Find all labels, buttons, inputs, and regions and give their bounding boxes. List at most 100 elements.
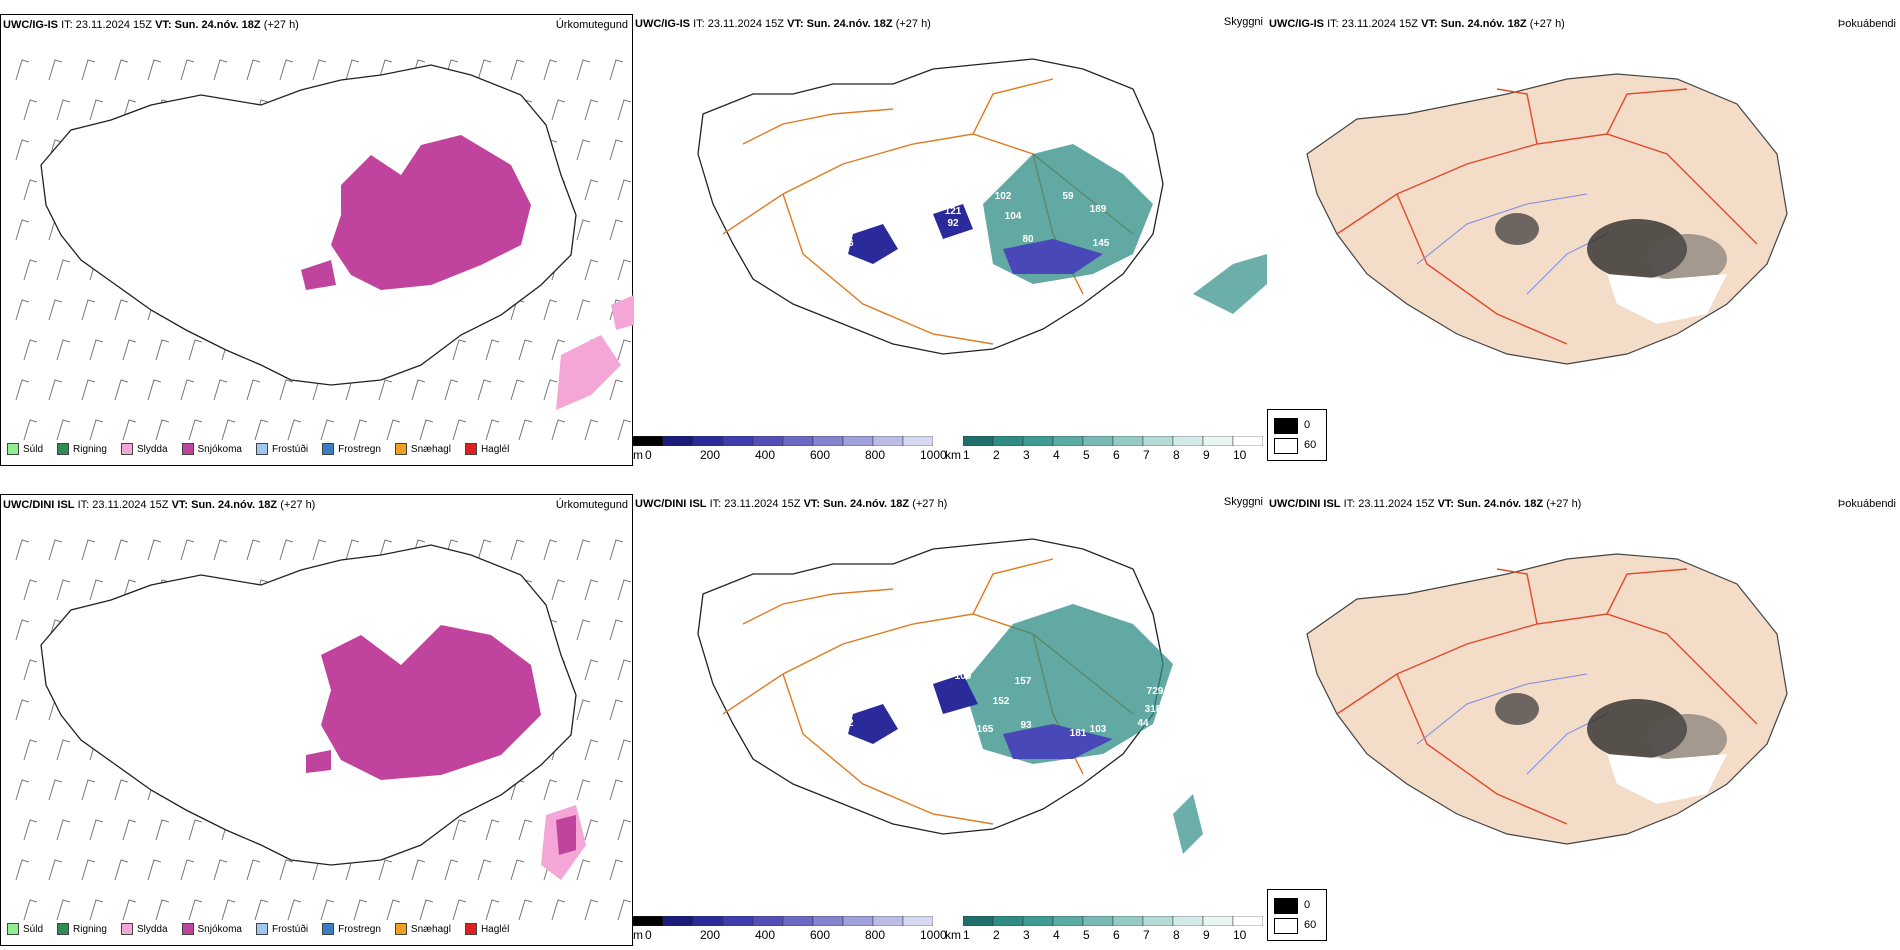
height-bin: [872, 916, 904, 926]
wind-barb: [543, 379, 558, 401]
fog-legend-60: 60: [1304, 919, 1317, 931]
km-bin: [1052, 436, 1084, 446]
legend-item-2: Slydda: [120, 923, 168, 935]
wind-barb: [15, 59, 30, 81]
row2-vis-var: Skyggni: [1223, 496, 1263, 508]
wind-barb: [609, 779, 624, 801]
wind-barb: [23, 819, 38, 841]
km-bin: [963, 916, 994, 926]
iceland-fill: [1306, 73, 1788, 365]
wind-barb: [221, 899, 236, 921]
km-bin: [1112, 436, 1144, 446]
fog-patch-3: [1495, 693, 1539, 725]
legend-item-7: Haglél: [464, 443, 509, 455]
height-tick: 1000: [920, 448, 947, 462]
visibility-label: 729: [1147, 686, 1164, 697]
wind-barb: [452, 419, 467, 441]
visibility-label: 93: [1020, 720, 1032, 731]
legend-item-7: Haglél: [464, 923, 509, 935]
wind-barb: [444, 379, 459, 401]
wind-barb: [254, 899, 269, 921]
fog-roads: [1336, 568, 1758, 825]
wind-barb: [617, 179, 632, 201]
row1-precip-map: [15, 59, 634, 441]
wind-barb: [444, 859, 459, 881]
sleet-area-1: [556, 335, 621, 410]
teal-area: [963, 604, 1173, 764]
km-tick: 8: [1173, 448, 1180, 462]
height-bin: [692, 436, 724, 446]
legend-label: Slydda: [136, 443, 168, 455]
wind-barb: [617, 99, 632, 121]
sleet-area-2: [611, 295, 634, 330]
height-bin: [752, 436, 784, 446]
wind-barb: [576, 219, 591, 241]
km-tick: 4: [1053, 928, 1060, 942]
visibility-label: 161: [970, 236, 987, 247]
height-tick: 800: [865, 928, 886, 942]
km-bin: [1142, 436, 1174, 446]
wind-barb: [122, 99, 137, 121]
visibility-label: 157: [1015, 676, 1032, 687]
legend-label: Snæhagl: [410, 443, 451, 455]
legend-swatch: [464, 923, 477, 935]
wind-barb: [48, 539, 63, 561]
wind-barb: [23, 899, 38, 921]
wind-barb: [287, 419, 302, 441]
wind-barb: [518, 339, 533, 361]
fog-legend-white: [1274, 438, 1298, 454]
km-bin: [963, 436, 994, 446]
legend-item-4: Frostúði: [255, 923, 308, 935]
low-vis-blob-1: [848, 224, 898, 264]
visibility-label: 152: [993, 696, 1010, 707]
visibility-label: 66: [842, 238, 854, 249]
wind-barb: [419, 899, 434, 921]
wind-barb: [114, 379, 129, 401]
wind-barb: [188, 819, 203, 841]
legend-item-6: Snæhagl: [394, 923, 451, 935]
km-bin: [1022, 916, 1054, 926]
visibility-label: 318: [1145, 704, 1162, 715]
km-bin: [1052, 916, 1084, 926]
wind-barb: [477, 379, 492, 401]
km-unit: km: [945, 928, 961, 942]
visibility-label: 21: [957, 186, 969, 197]
wind-barb: [279, 59, 294, 81]
wind-barb: [15, 779, 30, 801]
row1-title: UWC/IG-IS IT: 23.11.2024 15Z VT: Sun. 24…: [3, 19, 299, 31]
height-bin: [842, 916, 874, 926]
wind-barb: [56, 99, 71, 121]
wind-barb: [56, 819, 71, 841]
km-tick: 2: [993, 448, 1000, 462]
wind-barb: [485, 819, 500, 841]
wind-barb: [452, 819, 467, 841]
wind-barb: [180, 59, 195, 81]
wind-barb: [89, 99, 104, 121]
legend-label: Frostregn: [338, 923, 381, 935]
km-tick: 3: [1023, 928, 1030, 942]
visibility-label: 104: [1005, 211, 1022, 222]
wind-barb: [89, 819, 104, 841]
legend-swatch: [394, 923, 407, 935]
legend-item-1: Rigning: [57, 443, 107, 455]
wind-barb: [617, 259, 632, 281]
legend-item-3: Snjókoma: [181, 923, 242, 935]
wind-barb: [477, 859, 492, 881]
legend-swatch: [181, 443, 194, 455]
visibility-label: 92: [947, 218, 959, 229]
wind-barb: [48, 859, 63, 881]
wind-barb: [518, 899, 533, 921]
visibility-label: 72: [842, 718, 854, 729]
wind-barb: [353, 899, 368, 921]
wind-barb: [246, 539, 261, 561]
legend-label: Frostregn: [338, 443, 381, 455]
row1-scales: m 0 200 400 600 800 1000 km 1 2 3 4 5 6 7 8 9 10: [633, 436, 1267, 466]
height-tick: 400: [755, 448, 776, 462]
visibility-label: 86: [917, 696, 929, 707]
height-unit: m: [633, 928, 643, 942]
wind-barb: [584, 259, 599, 281]
wind-barb: [213, 539, 228, 561]
wind-barb: [279, 379, 294, 401]
wind-barb: [378, 539, 393, 561]
wind-barb: [510, 379, 525, 401]
